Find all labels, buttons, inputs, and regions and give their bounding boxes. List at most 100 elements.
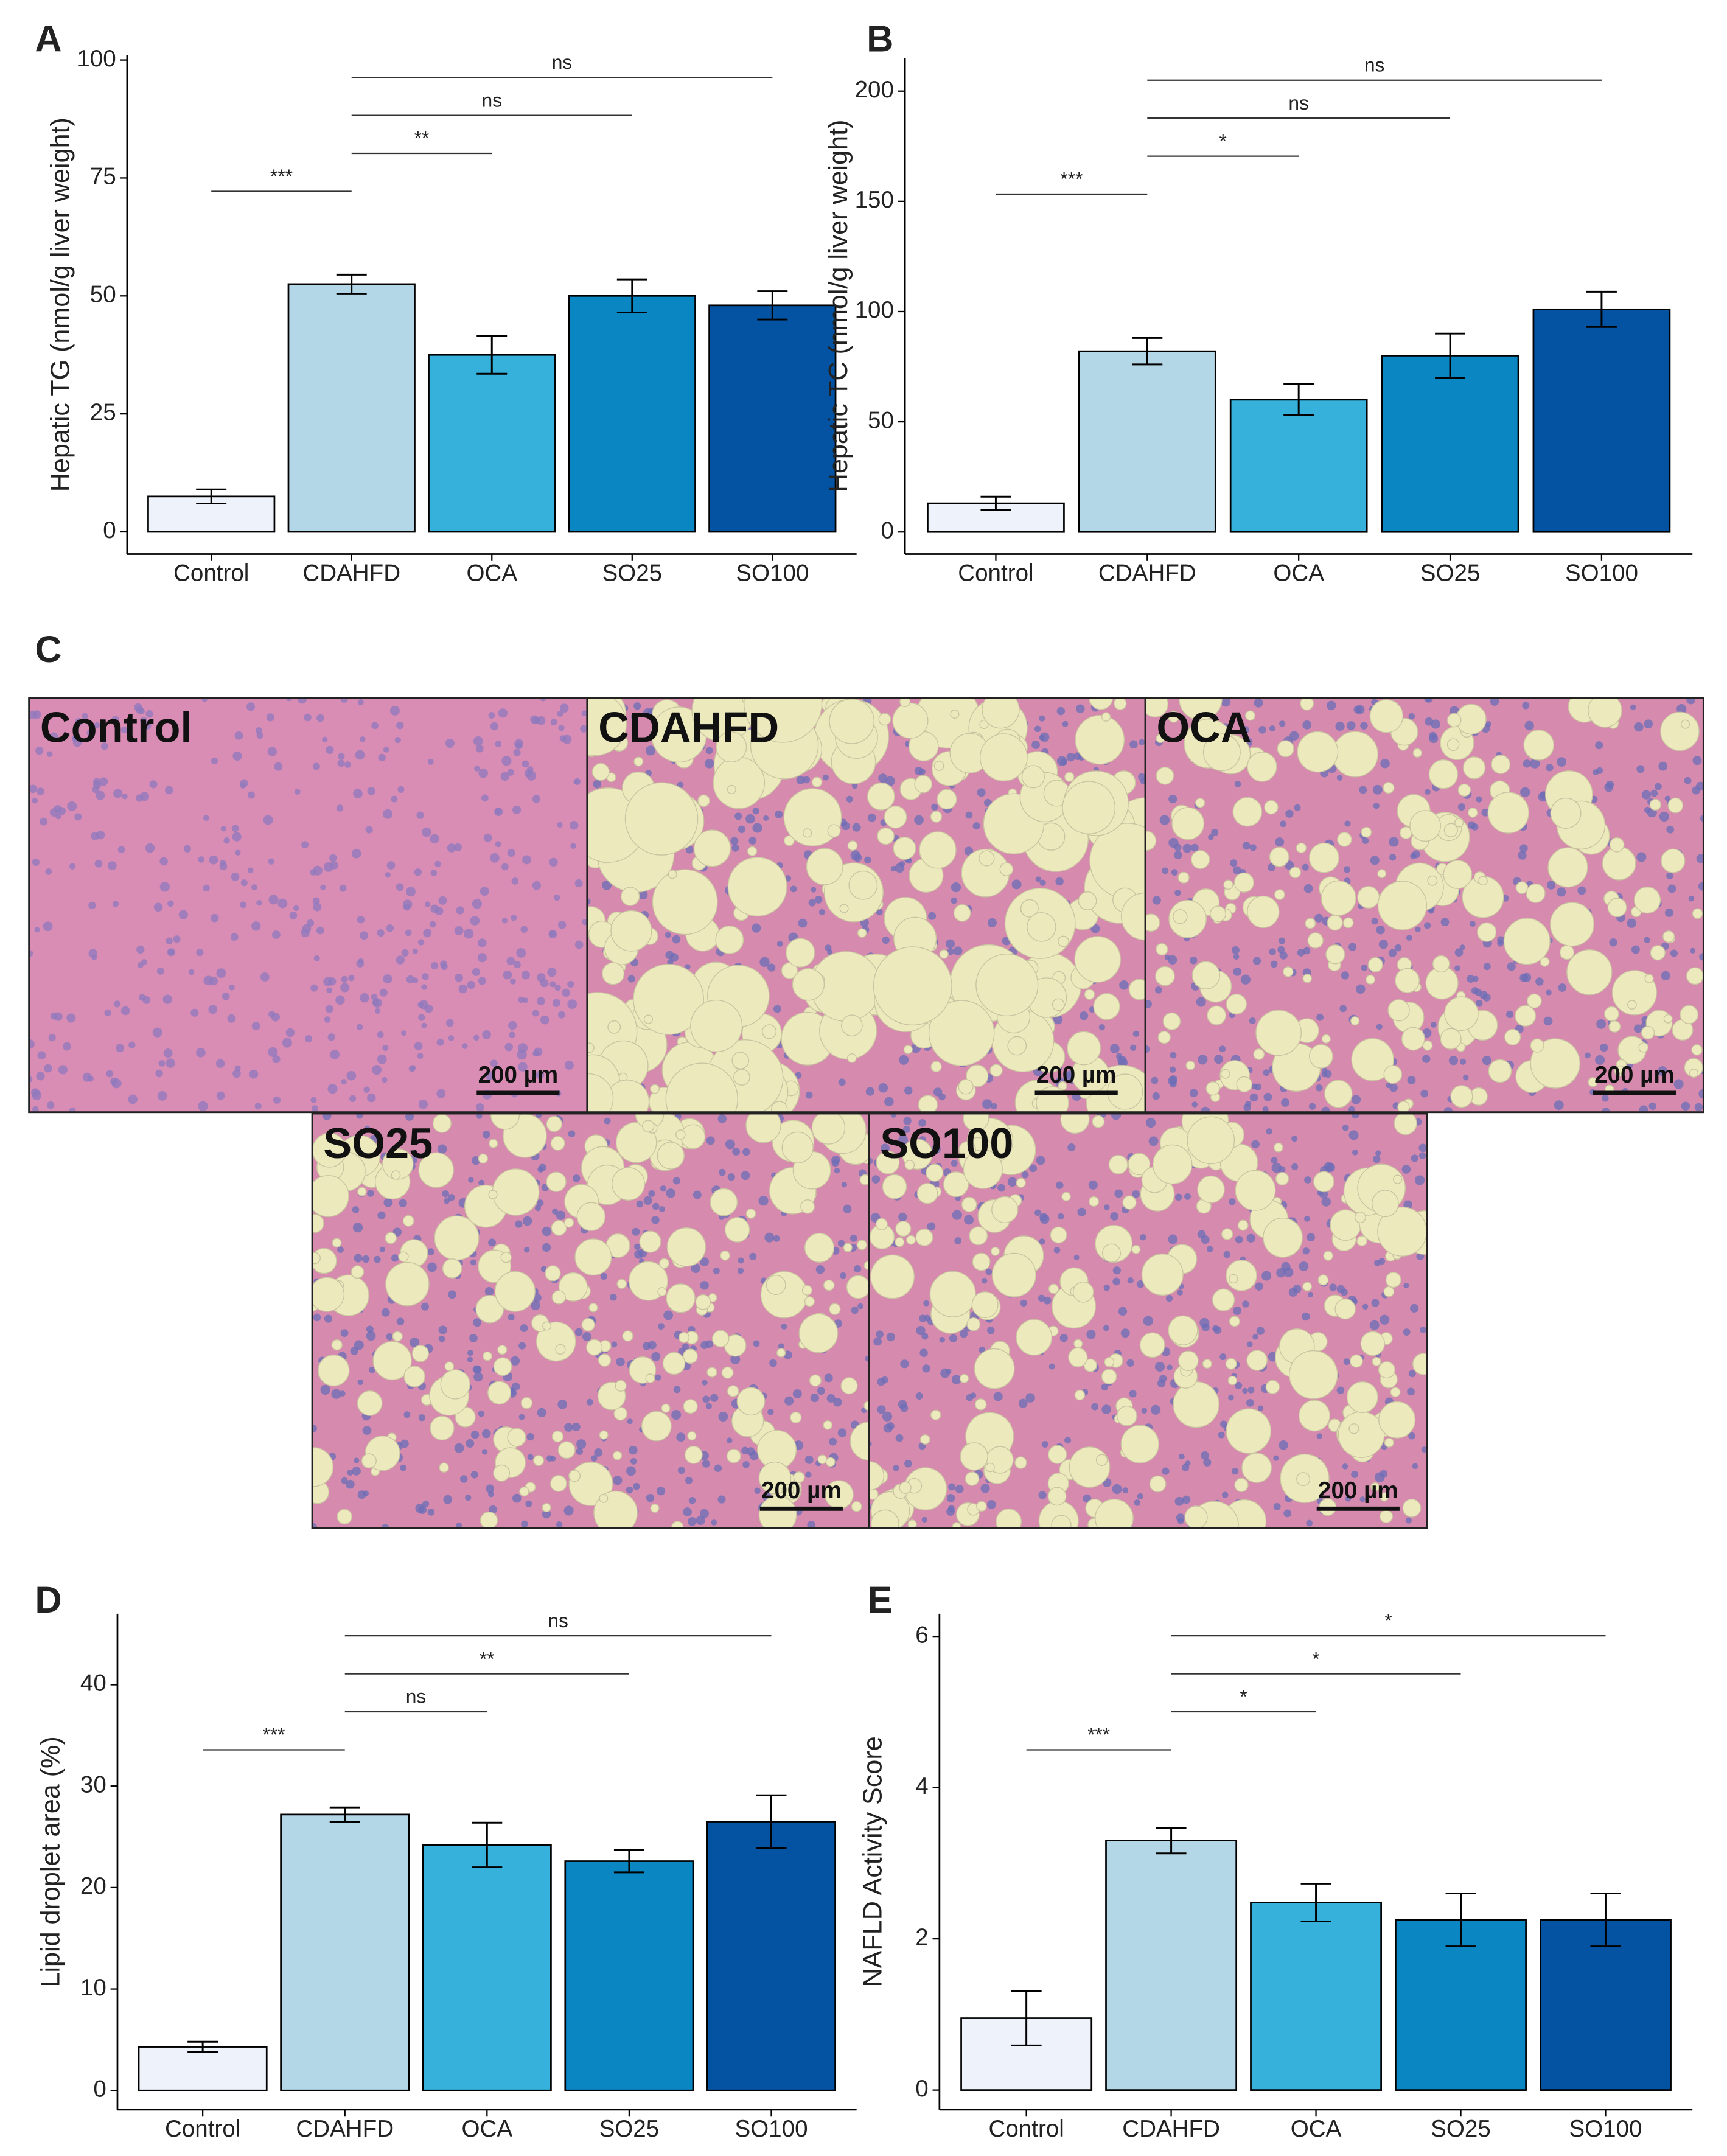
nucleus	[153, 902, 163, 912]
nucleus	[198, 856, 204, 863]
nucleus	[421, 984, 427, 990]
nucleus	[985, 1268, 993, 1275]
nucleus	[539, 1163, 546, 1171]
lipid-droplet	[1021, 765, 1045, 789]
lipid-droplet	[706, 1367, 717, 1378]
nucleus	[436, 1089, 446, 1098]
nucleus	[685, 1476, 693, 1484]
nucleus	[542, 1226, 552, 1237]
nucleus	[470, 1259, 476, 1266]
nucleus	[350, 1347, 358, 1355]
nucleus	[923, 1300, 930, 1307]
nucleus	[952, 1210, 962, 1220]
nucleus	[1602, 1108, 1610, 1112]
nucleus	[1256, 1327, 1265, 1335]
nucleus	[1034, 725, 1041, 733]
nucleus	[671, 1410, 682, 1420]
nucleus	[954, 1237, 962, 1244]
nucleus	[1263, 1092, 1272, 1101]
lipid-droplet	[551, 1290, 566, 1305]
nucleus	[811, 887, 817, 893]
panel-letter: D	[35, 1579, 61, 1620]
nucleus	[466, 1439, 475, 1448]
lipid-droplet	[1611, 970, 1658, 1016]
lipid-droplet	[497, 1345, 508, 1355]
lipid-droplet	[533, 1455, 545, 1467]
nucleus	[948, 1505, 955, 1512]
nucleus	[323, 977, 333, 986]
nucleus	[355, 750, 365, 760]
nucleus	[408, 1065, 416, 1072]
nucleus	[313, 1313, 321, 1322]
nucleus	[1664, 908, 1674, 917]
nucleus	[754, 1487, 761, 1495]
nucleus	[1067, 1143, 1076, 1152]
nucleus	[396, 1317, 405, 1325]
bar	[1229, 399, 1368, 533]
nucleus	[1302, 720, 1312, 730]
lipid-droplet	[1167, 711, 1180, 723]
nucleus	[718, 1412, 728, 1422]
nucleus	[1119, 980, 1129, 990]
nucleus	[1129, 740, 1138, 749]
nucleus	[312, 897, 320, 905]
lipid-droplet	[733, 1069, 750, 1086]
lipid-droplet	[1356, 1235, 1367, 1247]
nucleus	[220, 826, 226, 832]
nucleus	[467, 1350, 473, 1356]
lipid-droplet	[607, 1020, 621, 1034]
nucleus	[106, 1070, 114, 1078]
nucleus	[1247, 1386, 1255, 1394]
nucleus	[1341, 971, 1350, 980]
nucleus	[582, 1331, 591, 1341]
nucleus	[1408, 1432, 1415, 1440]
nucleus	[921, 1516, 927, 1523]
nucleus	[465, 1494, 472, 1501]
lipid-droplet	[731, 1052, 750, 1070]
lipid-droplet	[843, 1243, 853, 1252]
nucleus	[1171, 869, 1178, 876]
nucleus	[69, 863, 76, 870]
nucleus	[702, 1380, 708, 1386]
significance-label: **	[480, 1647, 495, 1669]
nucleus	[1490, 697, 1499, 706]
nucleus	[1543, 1016, 1553, 1026]
nucleus	[1182, 843, 1192, 853]
lipid-droplet	[657, 1287, 667, 1297]
lipid-droplet	[1504, 1028, 1521, 1046]
nucleus	[366, 1093, 376, 1103]
lipid-droplet	[1016, 1177, 1026, 1188]
lipid-droplet	[1092, 1115, 1105, 1128]
nucleus	[1201, 1451, 1210, 1460]
y-tick-label: 50	[868, 407, 894, 433]
nucleus	[50, 1013, 58, 1020]
nucleus	[884, 1097, 894, 1107]
scale-bar-label: 200 µm	[761, 1477, 842, 1504]
nucleus	[1279, 720, 1286, 727]
nucleus	[773, 1235, 780, 1242]
nucleus	[841, 1182, 848, 1188]
nucleus	[397, 786, 405, 793]
nucleus	[1425, 717, 1434, 726]
scale-bar-label: 200 µm	[1318, 1477, 1398, 1504]
nucleus	[829, 1437, 837, 1446]
nucleus	[1056, 706, 1066, 716]
lipid-droplet	[758, 1495, 797, 1529]
lipid-droplet	[666, 1283, 696, 1313]
lipid-droplet	[1210, 905, 1226, 923]
lipid-droplet	[434, 1215, 480, 1261]
nucleus	[1151, 1076, 1159, 1084]
nucleus	[419, 1000, 428, 1010]
lipid-droplet	[991, 1252, 1036, 1297]
nucleus	[1174, 843, 1182, 851]
nucleus	[1520, 787, 1530, 797]
nucleus	[1018, 1398, 1028, 1408]
nucleus	[341, 975, 348, 983]
lipid-droplet	[1380, 1492, 1389, 1502]
nucleus	[951, 1160, 958, 1167]
lipid-droplet	[1197, 1175, 1225, 1204]
nucleus	[557, 822, 563, 828]
lipid-droplet	[695, 1294, 711, 1310]
nucleus	[445, 1019, 454, 1027]
nucleus	[1058, 1213, 1064, 1220]
